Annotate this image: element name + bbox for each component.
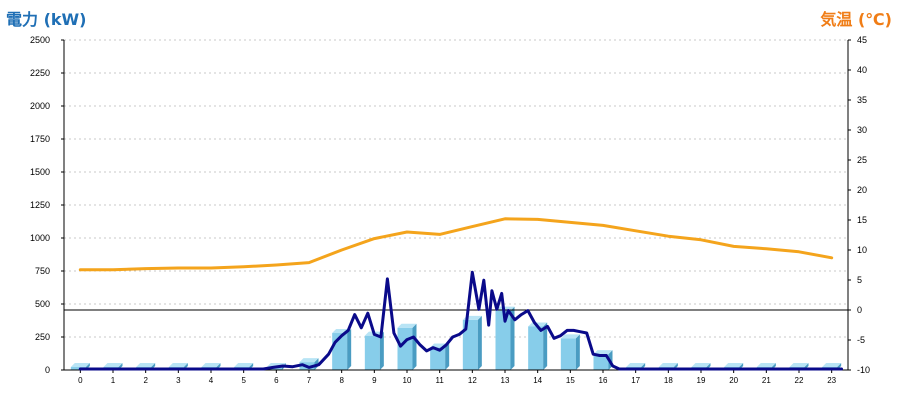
bar-top	[136, 363, 156, 367]
right-tick-label: 25	[857, 155, 867, 165]
bar-top	[234, 363, 254, 367]
left-tick-label: 250	[35, 332, 50, 342]
x-tick-label: 14	[533, 376, 542, 385]
right-tick-label: 35	[857, 95, 867, 105]
bar-layer	[70, 306, 842, 370]
bar	[560, 338, 576, 370]
left-axis-title: 電力 (kW)	[6, 10, 87, 29]
bar-top	[299, 358, 319, 363]
bar	[528, 326, 544, 370]
bar	[70, 367, 86, 370]
left-tick-label: 1250	[30, 200, 50, 210]
left-tick-label: 750	[35, 266, 50, 276]
bar-top	[168, 363, 188, 367]
bar-side	[575, 334, 580, 370]
bar-side	[445, 343, 450, 370]
grid-layer	[64, 39, 848, 338]
x-tick-label: 18	[664, 376, 673, 385]
bar-top	[724, 363, 744, 367]
x-tick-label: 10	[403, 376, 412, 385]
bar-top	[560, 334, 580, 339]
x-tick-label: 17	[631, 376, 640, 385]
x-tick-label: 11	[436, 376, 445, 385]
bar-top	[691, 363, 711, 367]
left-tick-label: 0	[45, 365, 50, 375]
bar	[495, 310, 511, 370]
bar-top	[70, 363, 90, 367]
x-tick-label: 22	[795, 376, 804, 385]
left-tick-label: 2000	[30, 101, 50, 111]
x-tick-label: 16	[599, 376, 608, 385]
x-tick-label: 7	[307, 376, 312, 385]
bar-top	[397, 323, 417, 328]
x-tick-label: 21	[762, 376, 771, 385]
temperature-line	[78, 217, 834, 272]
x-tick-label: 19	[697, 376, 706, 385]
bar	[593, 354, 609, 370]
x-tick-label: 2	[143, 376, 148, 385]
right-tick-label: 0	[857, 305, 862, 315]
power-series-layer	[78, 270, 843, 371]
x-tick-label: 8	[339, 376, 344, 385]
left-tick-label: 2250	[30, 68, 50, 78]
x-tick-label: 12	[468, 376, 477, 385]
left-tick-label: 1750	[30, 134, 50, 144]
bar	[397, 327, 413, 370]
left-tick-label: 1500	[30, 167, 50, 177]
bar-side	[477, 315, 482, 370]
bar-side	[543, 322, 548, 370]
right-tick-label: 10	[857, 245, 867, 255]
left-tick-label: 2500	[30, 35, 50, 45]
bar-top	[756, 363, 776, 367]
right-tick-label: 30	[857, 125, 867, 135]
bar	[430, 347, 446, 370]
bar-top	[103, 363, 123, 367]
bar-side	[347, 329, 352, 370]
bar-side	[412, 323, 417, 370]
x-tick-label: 13	[501, 376, 510, 385]
x-tick-label: 1	[111, 376, 116, 385]
bar-side	[379, 331, 384, 370]
x-tick-label: 23	[827, 376, 836, 385]
right-axis-title: 気温 (℃)	[820, 10, 892, 29]
right-tick-label: -10	[857, 365, 870, 375]
right-tick-label: 45	[857, 35, 867, 45]
right-tick-label: -5	[857, 335, 865, 345]
x-tick-label: 6	[274, 376, 279, 385]
left-tick-label: 500	[35, 299, 50, 309]
bar-top	[822, 363, 842, 367]
temperature-series-layer	[78, 217, 834, 272]
bar-side	[510, 306, 515, 370]
bar-top	[593, 350, 613, 355]
x-tick-label: 15	[566, 376, 575, 385]
x-tick-label: 9	[372, 376, 377, 385]
x-tick-label: 5	[241, 376, 246, 385]
bar	[462, 319, 478, 370]
right-tick-label: 40	[857, 65, 867, 75]
bar-top	[626, 363, 646, 367]
axis-layer: 02505007501000125015001750200022502500-1…	[30, 35, 870, 385]
power-line	[78, 270, 843, 371]
x-tick-label: 0	[78, 376, 83, 385]
x-tick-label: 20	[729, 376, 738, 385]
bar	[364, 335, 380, 370]
bar-top	[789, 363, 809, 367]
left-tick-label: 1000	[30, 233, 50, 243]
bar-top	[658, 363, 678, 367]
bar-top	[201, 363, 221, 367]
x-tick-label: 4	[209, 376, 214, 385]
x-tick-label: 3	[176, 376, 181, 385]
right-tick-label: 20	[857, 185, 867, 195]
right-tick-label: 15	[857, 215, 867, 225]
right-tick-label: 5	[857, 275, 862, 285]
